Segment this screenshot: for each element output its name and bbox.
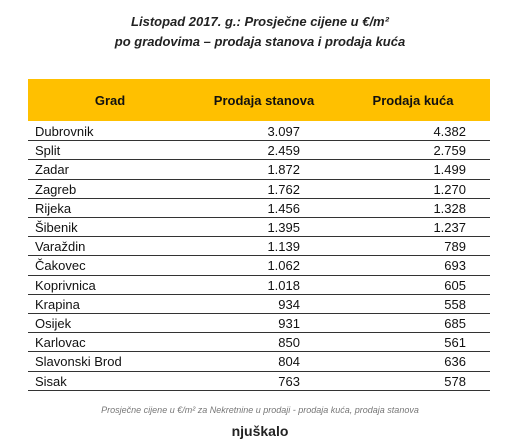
apartment-price: 1.395 <box>267 220 300 235</box>
house-price: 1.328 <box>433 200 466 216</box>
apartment-price: 1.139 <box>267 239 300 255</box>
house-price: 1.270 <box>433 181 466 197</box>
row-separator <box>28 275 490 276</box>
row-separator <box>28 294 490 295</box>
row-separator <box>28 390 490 391</box>
row-separator <box>28 332 490 333</box>
column-header: Prodaja stanova <box>213 93 315 108</box>
row-separator <box>28 140 490 141</box>
city-name: Osijek <box>35 316 72 331</box>
apartment-price: 1.062 <box>267 258 300 274</box>
city-name: Zadar <box>35 162 69 178</box>
apartment-price: 1.872 <box>267 162 300 178</box>
subtitle: po gradovima – prodaja stanova i prodaja… <box>114 34 406 49</box>
city-name: Rijeka <box>35 200 72 216</box>
house-price: 4.382 <box>433 124 466 139</box>
apartment-price: 763 <box>278 373 300 389</box>
house-price: 693 <box>444 258 466 274</box>
column-header: Prodaja kuća <box>372 93 454 108</box>
row-separator <box>28 313 490 314</box>
apartment-price: 931 <box>278 316 300 331</box>
apartment-price: 1.762 <box>267 181 300 197</box>
apartment-price: 1.018 <box>267 277 300 293</box>
city-name: Dubrovnik <box>35 124 94 139</box>
house-price: 2.759 <box>433 143 466 159</box>
column-header: Grad <box>94 93 126 108</box>
caption: Prosječne cijene u €/m² za Nekretnine u … <box>101 405 419 415</box>
row-separator <box>28 255 490 256</box>
city-name: Krapina <box>35 296 80 312</box>
row-separator <box>28 371 490 372</box>
row-separator <box>28 236 490 237</box>
title: Listopad 2017. g.: Prosječne cijene u €/… <box>131 14 389 29</box>
city-name: Koprivnica <box>35 277 96 293</box>
city-name: Čakovec <box>35 258 86 274</box>
header-band <box>28 79 490 121</box>
row-separator <box>28 179 490 180</box>
row-separator <box>28 159 490 160</box>
apartment-price: 1.456 <box>267 200 300 216</box>
house-price: 1.499 <box>433 162 466 178</box>
row-separator <box>28 351 490 352</box>
row-separator <box>28 217 490 218</box>
apartment-price: 2.459 <box>267 143 300 159</box>
house-price: 578 <box>444 373 466 389</box>
house-price: 636 <box>444 354 466 370</box>
row-separator <box>28 198 490 199</box>
house-price: 561 <box>444 335 466 351</box>
house-price: 789 <box>444 239 466 255</box>
house-price: 685 <box>444 316 466 331</box>
house-price: 605 <box>444 277 466 293</box>
logo: njuškalo <box>231 423 289 439</box>
apartment-price: 3.097 <box>267 124 300 139</box>
city-name: Sisak <box>35 373 67 389</box>
house-price: 1.237 <box>433 220 466 235</box>
apartment-price: 934 <box>278 296 300 312</box>
city-name: Karlovac <box>35 335 86 351</box>
apartment-price: 850 <box>278 335 300 351</box>
house-price: 558 <box>444 296 466 312</box>
city-name: Šibenik <box>35 220 78 235</box>
city-name: Zagreb <box>35 181 77 197</box>
city-name: Varaždin <box>35 239 86 255</box>
apartment-price: 804 <box>278 354 300 370</box>
city-name: Split <box>35 143 61 159</box>
city-name: Slavonski Brod <box>35 354 122 370</box>
